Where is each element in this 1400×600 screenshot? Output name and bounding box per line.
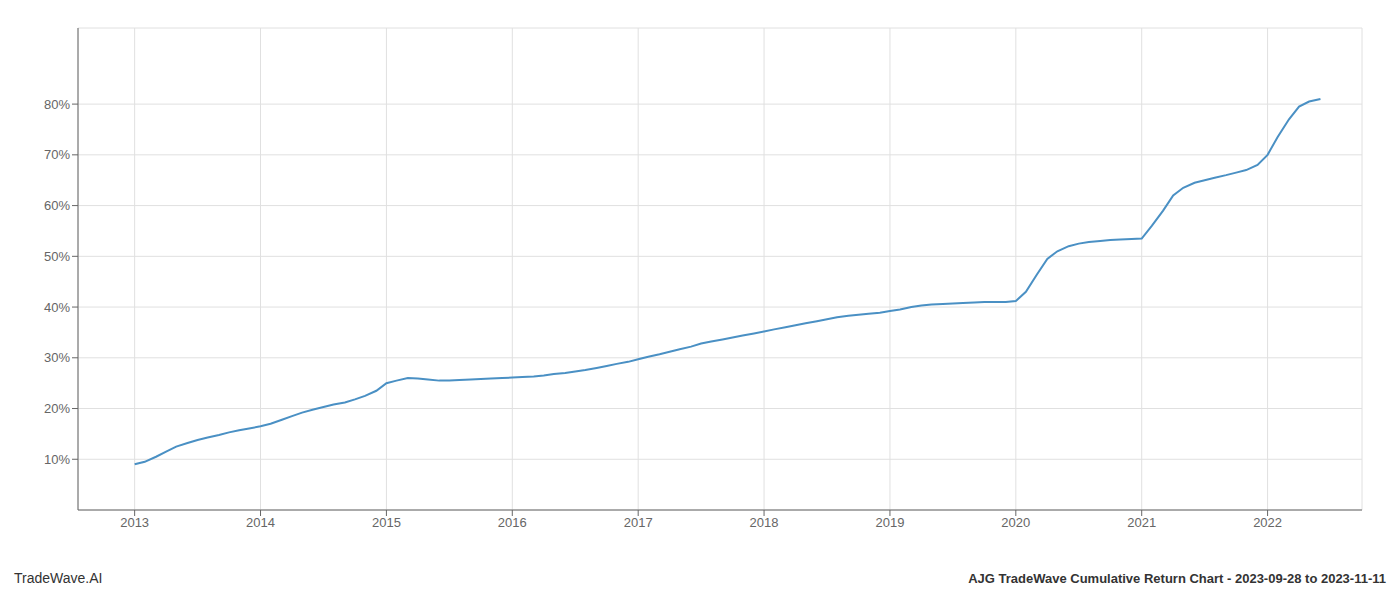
html-text:TradeWave.AI: TradeWave.AI [14,570,103,586]
svg-text:2018: 2018 [750,515,779,530]
svg-text:50%: 50% [44,249,70,264]
svg-text:60%: 60% [44,198,70,213]
svg-text:20%: 20% [44,401,70,416]
svg-text:2016: 2016 [498,515,527,530]
svg-text:2015: 2015 [372,515,401,530]
svg-text:2022: 2022 [1253,515,1282,530]
svg-text:2013: 2013 [120,515,149,530]
svg-text:2014: 2014 [246,515,275,530]
svg-text:2020: 2020 [1001,515,1030,530]
svg-text:40%: 40% [44,300,70,315]
svg-text:70%: 70% [44,147,70,162]
svg-text:2019: 2019 [875,515,904,530]
svg-text:30%: 30% [44,350,70,365]
svg-text:2017: 2017 [624,515,653,530]
svg-text:80%: 80% [44,97,70,112]
svg-text:10%: 10% [44,452,70,467]
html-text:AJG TradeWave Cumulative Retur: AJG TradeWave Cumulative Return Chart - … [968,571,1386,586]
svg-text:2021: 2021 [1127,515,1156,530]
